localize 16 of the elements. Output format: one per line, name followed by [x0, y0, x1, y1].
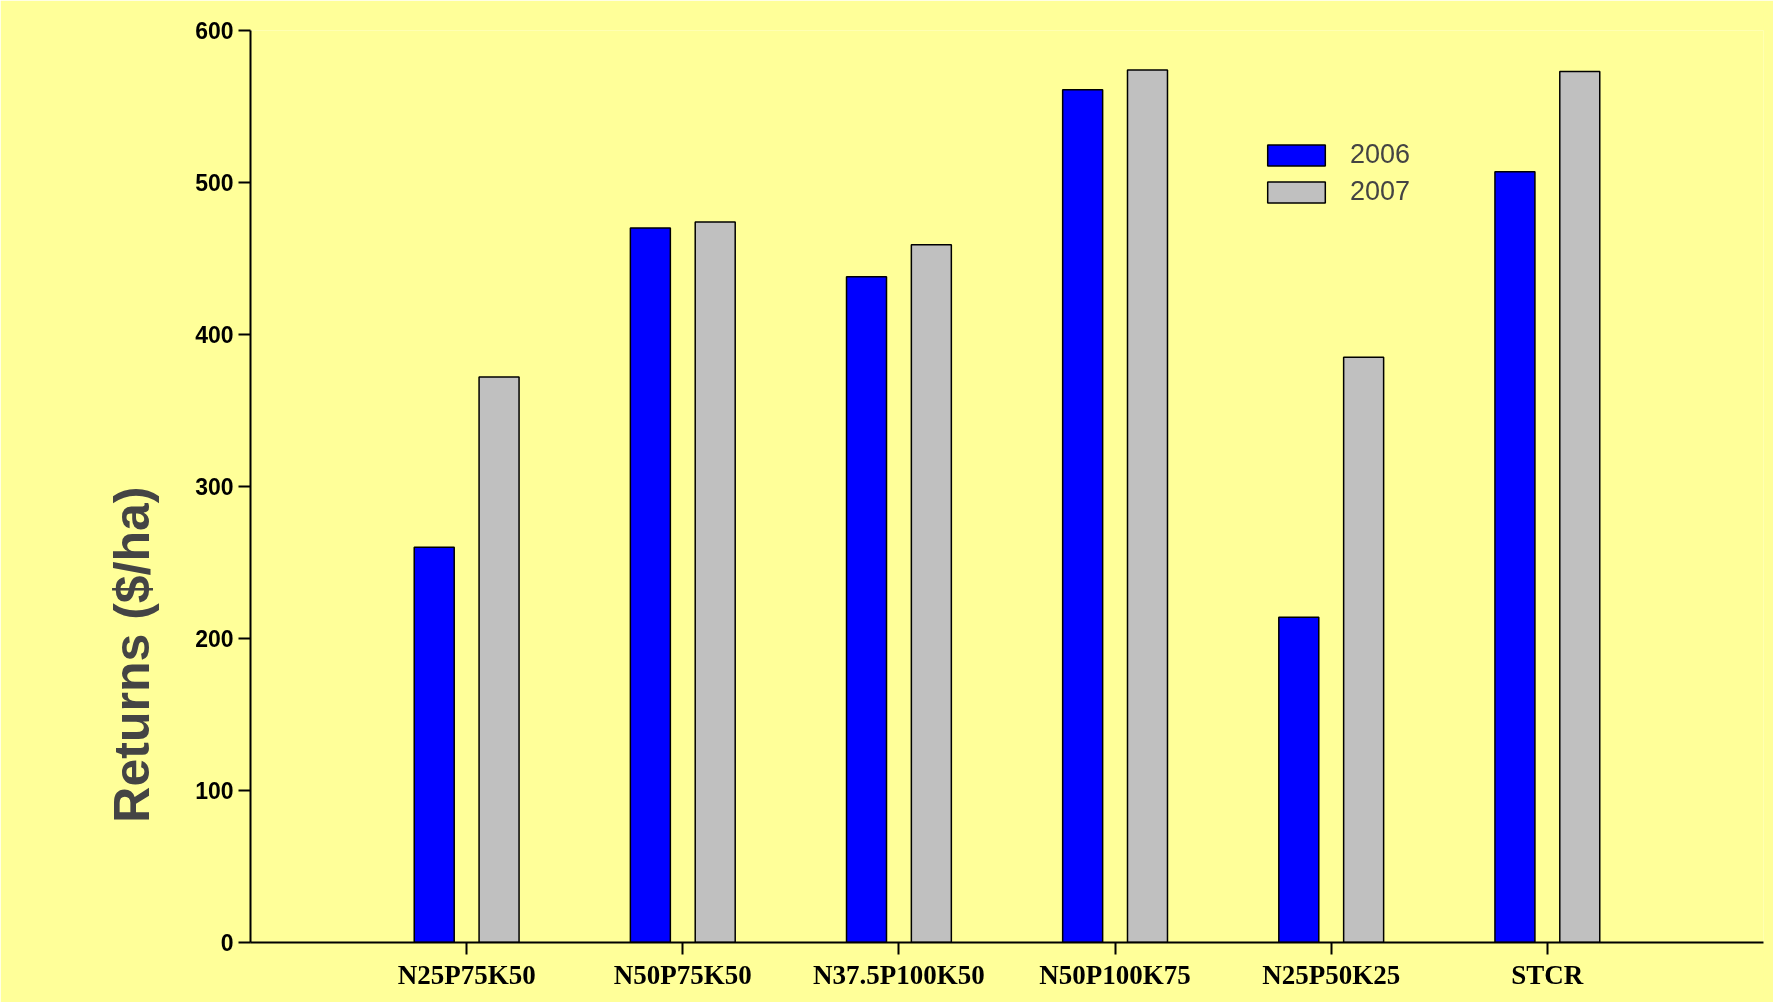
x-tick-label: STCR	[1511, 959, 1584, 990]
y-tick-label: 500	[195, 170, 234, 196]
y-axis-title: Returns ($/ha)	[104, 486, 161, 823]
y-tick-label: 0	[220, 930, 234, 956]
x-tick-label: N25P50K25	[1262, 959, 1401, 990]
y-tick-label: 400	[195, 322, 234, 348]
x-tick-label: N37.5P100K50	[813, 959, 985, 990]
y-tick-label: 200	[195, 626, 234, 652]
y-tick-label: 100	[195, 778, 234, 804]
legend-label: 2006	[1350, 139, 1411, 170]
y-tick-label: 600	[195, 18, 234, 44]
x-tick-label: N50P75K50	[613, 959, 752, 990]
legend-label: 2007	[1350, 176, 1411, 207]
x-tick-label: N50P100K75	[1039, 959, 1191, 990]
y-tick-label: 300	[195, 474, 234, 500]
x-tick-label: N25P75K50	[397, 959, 536, 990]
